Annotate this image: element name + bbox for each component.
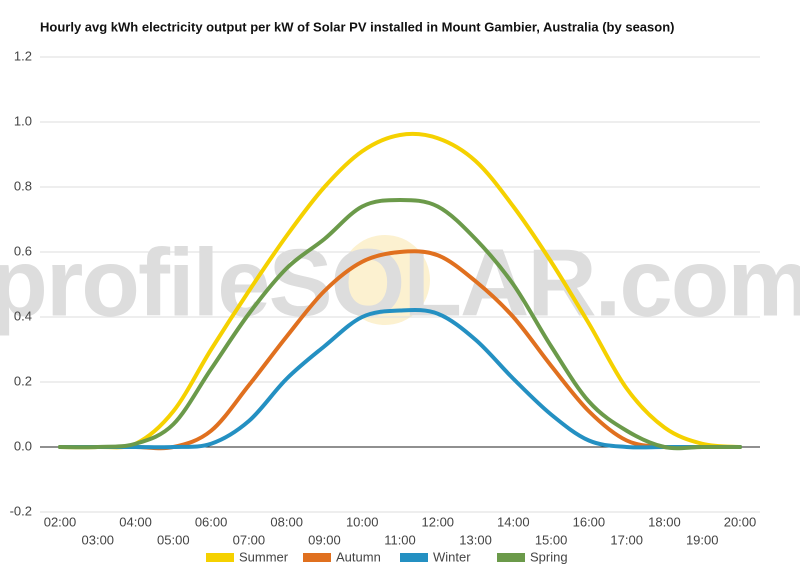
x-tick-label: 04:00 (119, 514, 152, 529)
x-tick-label: 08:00 (270, 514, 303, 529)
x-tick-label: 19:00 (686, 532, 719, 547)
legend-swatch (303, 553, 331, 562)
watermark: profileSOLAR.com (0, 229, 800, 336)
legend-label: Winter (433, 549, 471, 564)
x-tick-label: 11:00 (384, 532, 416, 547)
y-tick-label: 1.2 (14, 48, 32, 63)
series-line (58, 131, 742, 450)
legend-swatch (497, 553, 525, 562)
legend-label: Spring (530, 549, 568, 564)
series-line (58, 198, 742, 451)
x-tick-label: 18:00 (648, 514, 681, 529)
x-tick-label: 13:00 (459, 532, 492, 547)
x-tick-label: 05:00 (157, 532, 190, 547)
chart-title: Hourly avg kWh electricity output per kW… (40, 19, 674, 34)
y-tick-label: 1.0 (14, 113, 32, 128)
x-tick-label: 16:00 (573, 514, 606, 529)
legend-swatch (206, 553, 234, 562)
legend-swatch (400, 553, 428, 562)
legend-label: Autumn (336, 549, 381, 564)
y-tick-label: 0.8 (14, 178, 32, 193)
x-tick-label: 06:00 (195, 514, 228, 529)
y-tick-label: 0.0 (14, 438, 32, 453)
x-tick-label: 10:00 (346, 514, 379, 529)
legend-label: Summer (239, 549, 289, 564)
x-tick-label: 15:00 (535, 532, 568, 547)
series-line (58, 308, 742, 450)
x-tick-label: 12:00 (422, 514, 455, 529)
watermark-sun (340, 235, 430, 325)
y-tick-label: 0.2 (14, 373, 32, 388)
x-tick-label: 17:00 (610, 532, 643, 547)
x-tick-label: 14:00 (497, 514, 530, 529)
x-tick-label: 20:00 (724, 514, 757, 529)
x-tick-label: 02:00 (44, 514, 77, 529)
x-tick-label: 07:00 (233, 532, 266, 547)
x-tick-label: 03:00 (82, 532, 115, 547)
y-tick-label: -0.2 (10, 503, 32, 518)
x-tick-label: 09:00 (308, 532, 341, 547)
y-tick-label: 0.4 (14, 308, 32, 323)
y-tick-label: 0.6 (14, 243, 32, 258)
